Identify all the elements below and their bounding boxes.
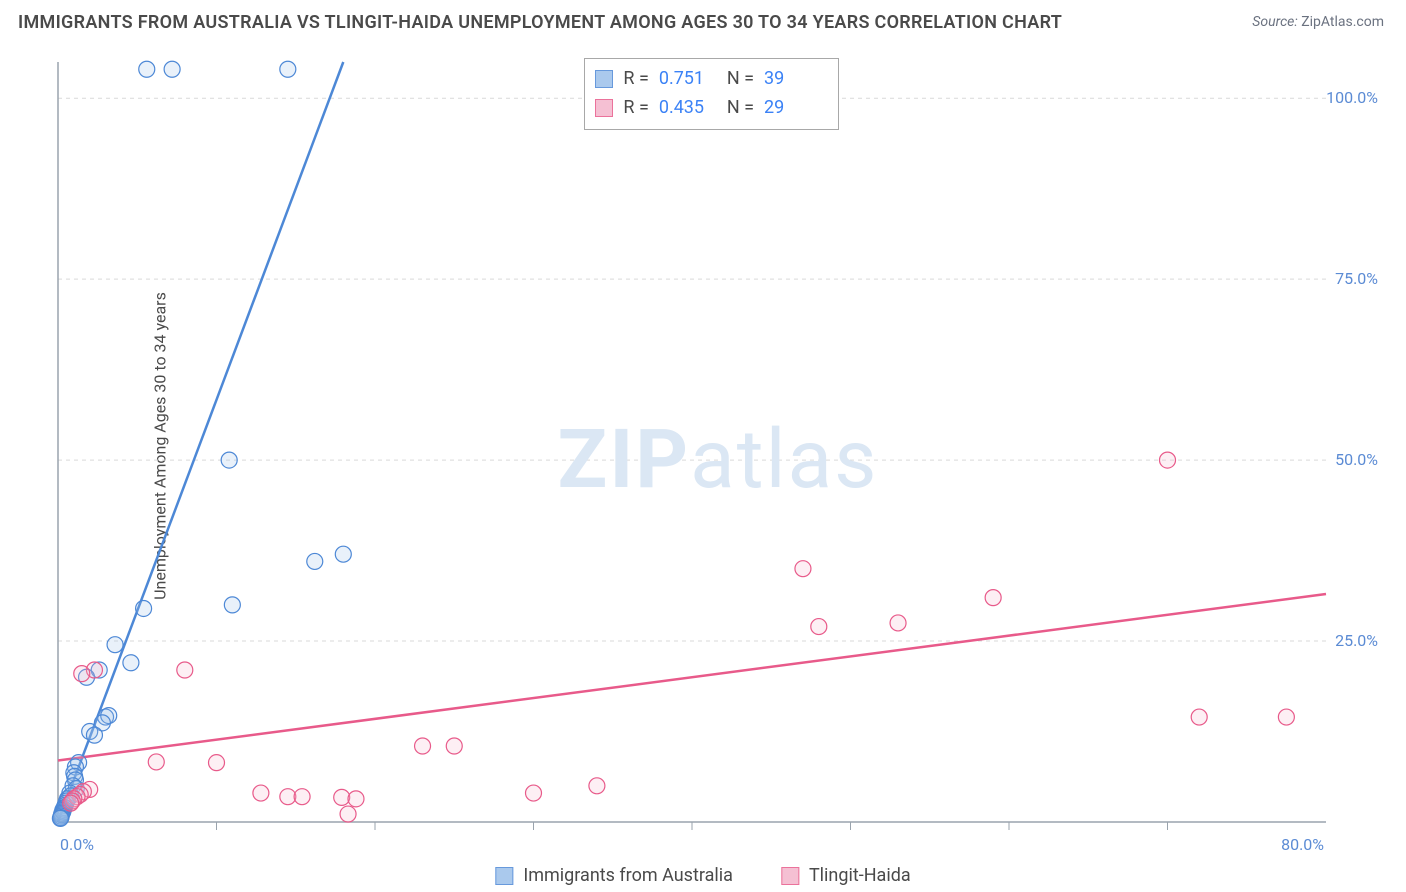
svg-text:25.0%: 25.0% (1335, 631, 1378, 650)
chart-title: IMMIGRANTS FROM AUSTRALIA VS TLINGIT-HAI… (18, 12, 1062, 33)
n-label: N = (727, 65, 754, 94)
r-value: 0.751 (659, 65, 717, 94)
legend-label: Tlingit-Haida (809, 865, 911, 886)
series-swatch (595, 99, 613, 117)
stats-row: R = 0.751 N = 39 (595, 65, 822, 94)
legend-item: Tlingit-Haida (781, 865, 911, 886)
legend-item: Immigrants from Australia (495, 865, 733, 886)
r-label: R = (623, 94, 648, 123)
n-value: 39 (764, 65, 822, 94)
scatter-svg: 0.0% 80.0% 25.0% 50.0% 75.0% 100.0% (50, 50, 1386, 870)
svg-text:0.0%: 0.0% (60, 835, 94, 854)
series-swatch (495, 867, 513, 885)
svg-text:75.0%: 75.0% (1335, 269, 1378, 288)
stats-legend-box: R = 0.751 N = 39 R = 0.435 N = 29 (584, 58, 839, 130)
svg-text:80.0%: 80.0% (1281, 835, 1324, 854)
stats-row: R = 0.435 N = 29 (595, 94, 822, 123)
series-swatch (595, 70, 613, 88)
svg-text:100.0%: 100.0% (1326, 88, 1378, 107)
legend-label: Immigrants from Australia (523, 865, 733, 886)
n-value: 29 (764, 94, 822, 123)
correlation-chart: IMMIGRANTS FROM AUSTRALIA VS TLINGIT-HAI… (0, 0, 1406, 892)
source-label: Source: (1252, 14, 1297, 30)
r-label: R = (623, 65, 648, 94)
r-value: 0.435 (659, 94, 717, 123)
bottom-legend: Immigrants from Australia Tlingit-Haida (495, 865, 910, 886)
series-swatch (781, 867, 799, 885)
svg-text:50.0%: 50.0% (1335, 450, 1378, 469)
n-label: N = (727, 94, 754, 123)
plot-area: 0.0%80.0%25.0%50.0%75.0%100.0% ZIPatlas … (50, 50, 1386, 870)
source-value: ZipAtlas.com (1301, 14, 1384, 30)
source-attribution: Source: ZipAtlas.com (1252, 14, 1384, 30)
